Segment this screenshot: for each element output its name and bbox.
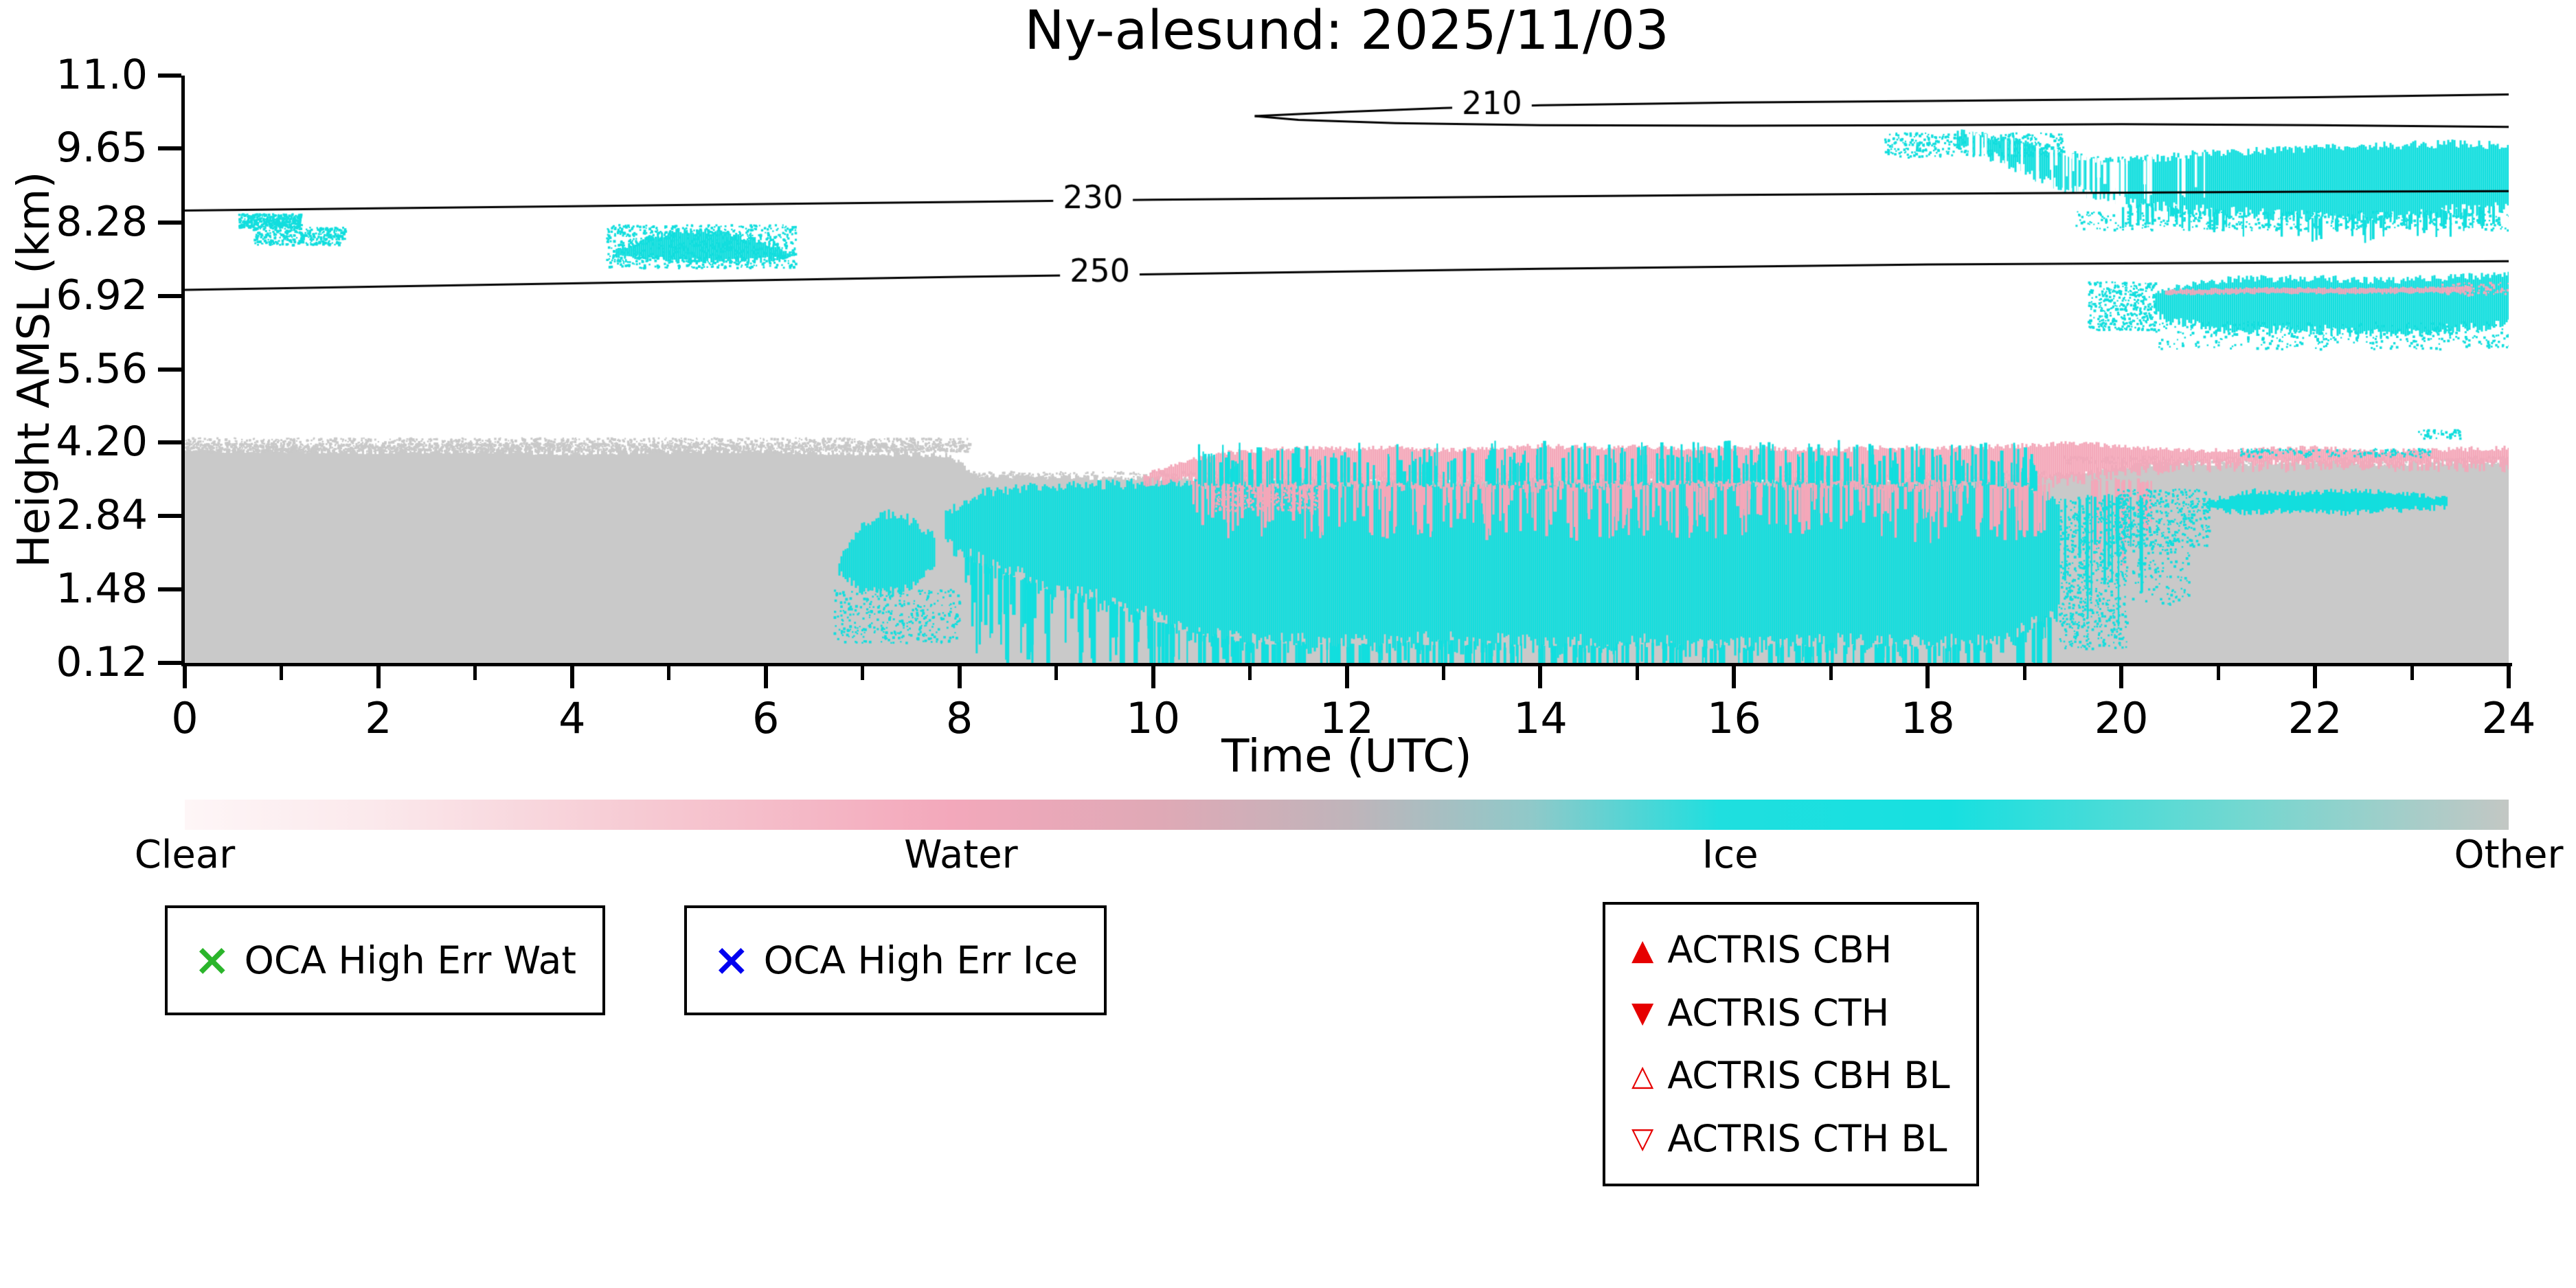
colorbar-label-ice: Ice [1702, 833, 1759, 877]
x-tick-label: 12 [1320, 693, 1374, 743]
x-minor-tick-mark [667, 666, 671, 680]
legend-label: ACTRIS CBH [1667, 928, 1893, 972]
x-tick-label: 8 [945, 693, 973, 743]
triangle-marker-icon: ▼ [1631, 995, 1654, 1030]
x-minor-tick-mark [1054, 666, 1059, 680]
y-tick-label: 0.12 [56, 638, 148, 686]
x-minor-tick-mark [861, 666, 865, 680]
colorbar [185, 800, 2509, 830]
chart-title: Ny-alesund: 2025/11/03 [1024, 0, 1669, 62]
y-tick-mark [158, 293, 181, 298]
x-minor-tick-mark [2022, 666, 2026, 680]
y-axis-spine [181, 76, 185, 666]
y-tick-label: 9.65 [56, 124, 148, 172]
x-tick-mark [763, 666, 768, 688]
legend-item-actris-cth-bl: ▽ ACTRIS CTH BL [1631, 1108, 1950, 1168]
x-tick-label: 6 [752, 693, 780, 743]
x-marker-green-icon: × [194, 935, 231, 986]
colorbar-label-water: Water [904, 833, 1018, 877]
triangle-marker-icon: ▽ [1631, 1121, 1654, 1155]
y-tick-label: 5.56 [56, 344, 148, 393]
x-tick-label: 14 [1513, 693, 1568, 743]
legend-label-oca-ice: OCA High Err Ice [763, 938, 1078, 982]
y-tick-label: 8.28 [56, 197, 148, 246]
legend-oca-high-err-ice: × OCA High Err Ice [684, 905, 1107, 1015]
x-tick-label: 24 [2481, 693, 2536, 743]
x-tick-label: 18 [1900, 693, 1955, 743]
y-tick-mark [158, 146, 181, 151]
x-tick-label: 4 [558, 693, 586, 743]
x-tick-mark [1344, 666, 1349, 688]
x-tick-mark [1732, 666, 1737, 688]
x-tick-label: 10 [1126, 693, 1181, 743]
x-axis-label: Time (UTC) [1221, 730, 1472, 782]
x-minor-tick-mark [473, 666, 477, 680]
x-minor-tick-mark [1635, 666, 1639, 680]
x-tick-label: 20 [2094, 693, 2149, 743]
colorbar-label-other: Other [2454, 833, 2564, 877]
triangle-marker-icon: △ [1631, 1058, 1654, 1092]
y-tick-mark [158, 74, 181, 78]
x-tick-label: 16 [1706, 693, 1761, 743]
x-tick-mark [2313, 666, 2318, 688]
x-tick-mark [183, 666, 187, 688]
x-tick-mark [957, 666, 962, 688]
legend-label: ACTRIS CBH BL [1667, 1054, 1950, 1098]
y-tick-mark [158, 514, 181, 519]
x-tick-mark [376, 666, 381, 688]
x-minor-tick-mark [1441, 666, 1445, 680]
x-tick-mark [1925, 666, 1930, 688]
legend-actris: ▲ ACTRIS CBH ▼ ACTRIS CTH △ ACTRIS CBH BL ▽ ACT… [1603, 902, 1979, 1186]
x-axis-spine [181, 663, 2512, 666]
y-tick-label: 11.0 [56, 51, 148, 99]
legend-label: ACTRIS CTH BL [1667, 1116, 1947, 1160]
legend-label: ACTRIS CTH [1667, 991, 1890, 1035]
y-tick-label: 1.48 [56, 565, 148, 613]
x-tick-label: 0 [171, 693, 199, 743]
x-marker-blue-icon: × [713, 935, 750, 986]
x-minor-tick-mark [1829, 666, 1833, 680]
y-tick-label: 2.84 [56, 491, 148, 540]
y-tick-label: 6.92 [56, 271, 148, 319]
x-tick-mark [2507, 666, 2511, 688]
x-minor-tick-mark [2216, 666, 2220, 680]
x-minor-tick-mark [2410, 666, 2414, 680]
x-minor-tick-mark [280, 666, 284, 680]
y-tick-mark [158, 587, 181, 592]
y-tick-mark [158, 440, 181, 445]
classification-plot-canvas [185, 76, 2509, 663]
legend-label-oca-wat: OCA High Err Wat [244, 938, 576, 982]
x-tick-label: 22 [2287, 693, 2342, 743]
x-minor-tick-mark [1248, 666, 1252, 680]
legend-item-actris-cth: ▼ ACTRIS CTH [1631, 982, 1950, 1043]
x-tick-mark [1151, 666, 1155, 688]
x-tick-label: 2 [365, 693, 392, 743]
triangle-marker-icon: ▲ [1631, 932, 1654, 967]
x-tick-mark [2119, 666, 2124, 688]
y-tick-mark [158, 661, 181, 665]
x-tick-mark [1538, 666, 1543, 688]
y-tick-mark [158, 220, 181, 225]
legend-item-actris-cbh: ▲ ACTRIS CBH [1631, 920, 1950, 980]
x-tick-mark [569, 666, 574, 688]
legend-item-actris-cbh-bl: △ ACTRIS CBH BL [1631, 1046, 1950, 1106]
colorbar-label-clear: Clear [134, 833, 236, 877]
legend-oca-high-err-wat: × OCA High Err Wat [165, 905, 605, 1015]
y-tick-mark [158, 367, 181, 372]
y-tick-label: 4.20 [56, 418, 148, 466]
